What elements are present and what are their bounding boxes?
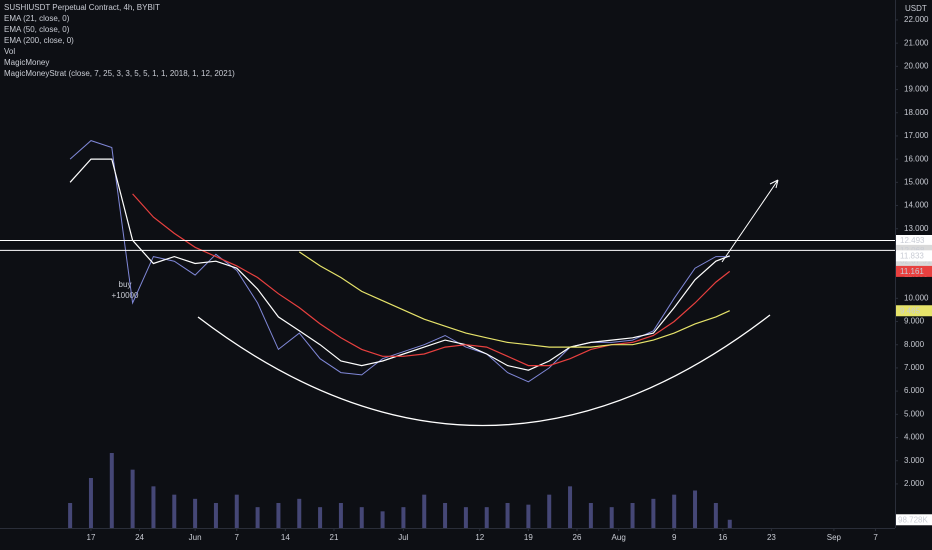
volume-bar [401,507,406,528]
x-tick-label: 14 [281,533,290,542]
trade-annotation: +10000 [112,291,139,300]
y-tick-label: 5.000 [904,409,925,418]
arrow-drawing [721,179,779,263]
series-line [69,140,730,383]
volume-bar [338,503,343,528]
x-tick-label: 12 [475,533,484,542]
y-tick-label: 6.000 [904,386,925,395]
y-tick-label: 10.000 [904,293,929,302]
price-tag [896,265,932,277]
y-tick-label: 7.000 [904,363,925,372]
trade-annotation: buy [119,280,132,289]
x-tick-label: 7 [235,533,240,542]
indicator-label: EMA (21, close, 0) [4,14,70,23]
volume-bar [130,469,135,528]
volume-bar [151,486,156,528]
x-tick-label: 23 [767,533,776,542]
indicator-label: MagicMoney [4,58,49,67]
indicator-label: MagicMoneyStrat (close, 7, 25, 3, 3, 5, … [4,69,235,78]
y-tick-label: 22.000 [904,15,929,24]
volume-bar [276,503,281,528]
price-tag-label: 9.465 [900,306,921,315]
volume-bar [193,498,198,528]
x-tick-label: 7 [873,533,878,542]
indicator-label: EMA (50, close, 0) [4,25,70,34]
indicator-label: Vol [4,47,15,56]
chart-title: SUSHIUSDT Perpetual Contract, 4h, BYBIT [4,3,160,12]
volume-bar [609,507,614,528]
y-tick-label: 16.000 [904,154,929,163]
volume-bar [568,486,573,528]
price-tag-label: 11.833 [900,251,924,260]
series-line [69,158,730,371]
cup-drawing [197,314,771,427]
y-tick-label: 18.000 [904,108,929,117]
countdown-bg [896,255,932,267]
y-tick-label: 20.000 [904,61,929,70]
x-tick-label: 16 [718,533,727,542]
volume-bar [651,498,656,528]
volume-bar [526,504,531,528]
price-tag [896,250,932,262]
volume-bar [359,507,364,528]
volume-bar [380,511,385,528]
volume-tag-label: 98.728K [898,515,928,524]
volume-bar [505,503,510,528]
y-tick-label: 4.000 [904,433,925,442]
y-tick-label: 15.000 [904,177,929,186]
volume-bar [713,503,718,528]
indicator-label: EMA (200, close, 0) [4,36,74,45]
volume-bar [463,507,468,528]
x-tick-label: 21 [330,533,339,542]
price-tag-label: 12.493 [900,236,925,245]
x-tick-label: 9 [672,533,677,542]
y-tick-label: 9.000 [904,317,925,326]
y-tick-label: 17.000 [904,131,929,140]
volume-bar [172,494,177,528]
x-tick-label: 17 [87,533,96,542]
volume-bar [547,494,552,528]
volume-bar [727,519,732,528]
x-tick-label: 26 [573,533,582,542]
y-tick-label: 14.000 [904,201,929,210]
volume-bar [672,494,677,528]
series-line [132,193,731,367]
volume-bar [318,507,323,528]
price-tag [896,234,932,246]
volume-bar [109,453,114,528]
volume-tag [896,514,932,526]
volume-bar [68,503,73,528]
volume-bar [255,507,260,528]
y-tick-label: 21.000 [904,38,929,47]
y-tick-label: 8.000 [904,340,925,349]
x-tick-label: Sep [827,533,842,542]
volume-bar [422,494,427,528]
x-tick-label: 19 [524,533,533,542]
series-line [298,251,730,348]
volume-bar [443,503,448,528]
volume-bar [693,490,698,528]
y-tick-label: 2.000 [904,479,925,488]
x-tick-label: Jun [189,533,202,542]
y-tick-label: 13.000 [904,224,929,233]
volume-bar [213,503,218,528]
volume-bar [297,498,302,528]
currency-label: USDT [905,4,927,13]
x-tick-label: Jul [398,533,408,542]
volume-bar [88,478,93,528]
y-tick-label: 3.000 [904,456,925,465]
x-tick-label: Aug [612,533,626,542]
volume-bar [588,503,593,528]
volume-bar [234,494,239,528]
volume-bar [484,507,489,528]
y-tick-label: 19.000 [904,85,929,94]
price-tag [896,305,932,317]
price-tag-label: 11.161 [900,267,924,276]
x-tick-label: 24 [135,533,144,542]
volume-bar [630,503,635,528]
